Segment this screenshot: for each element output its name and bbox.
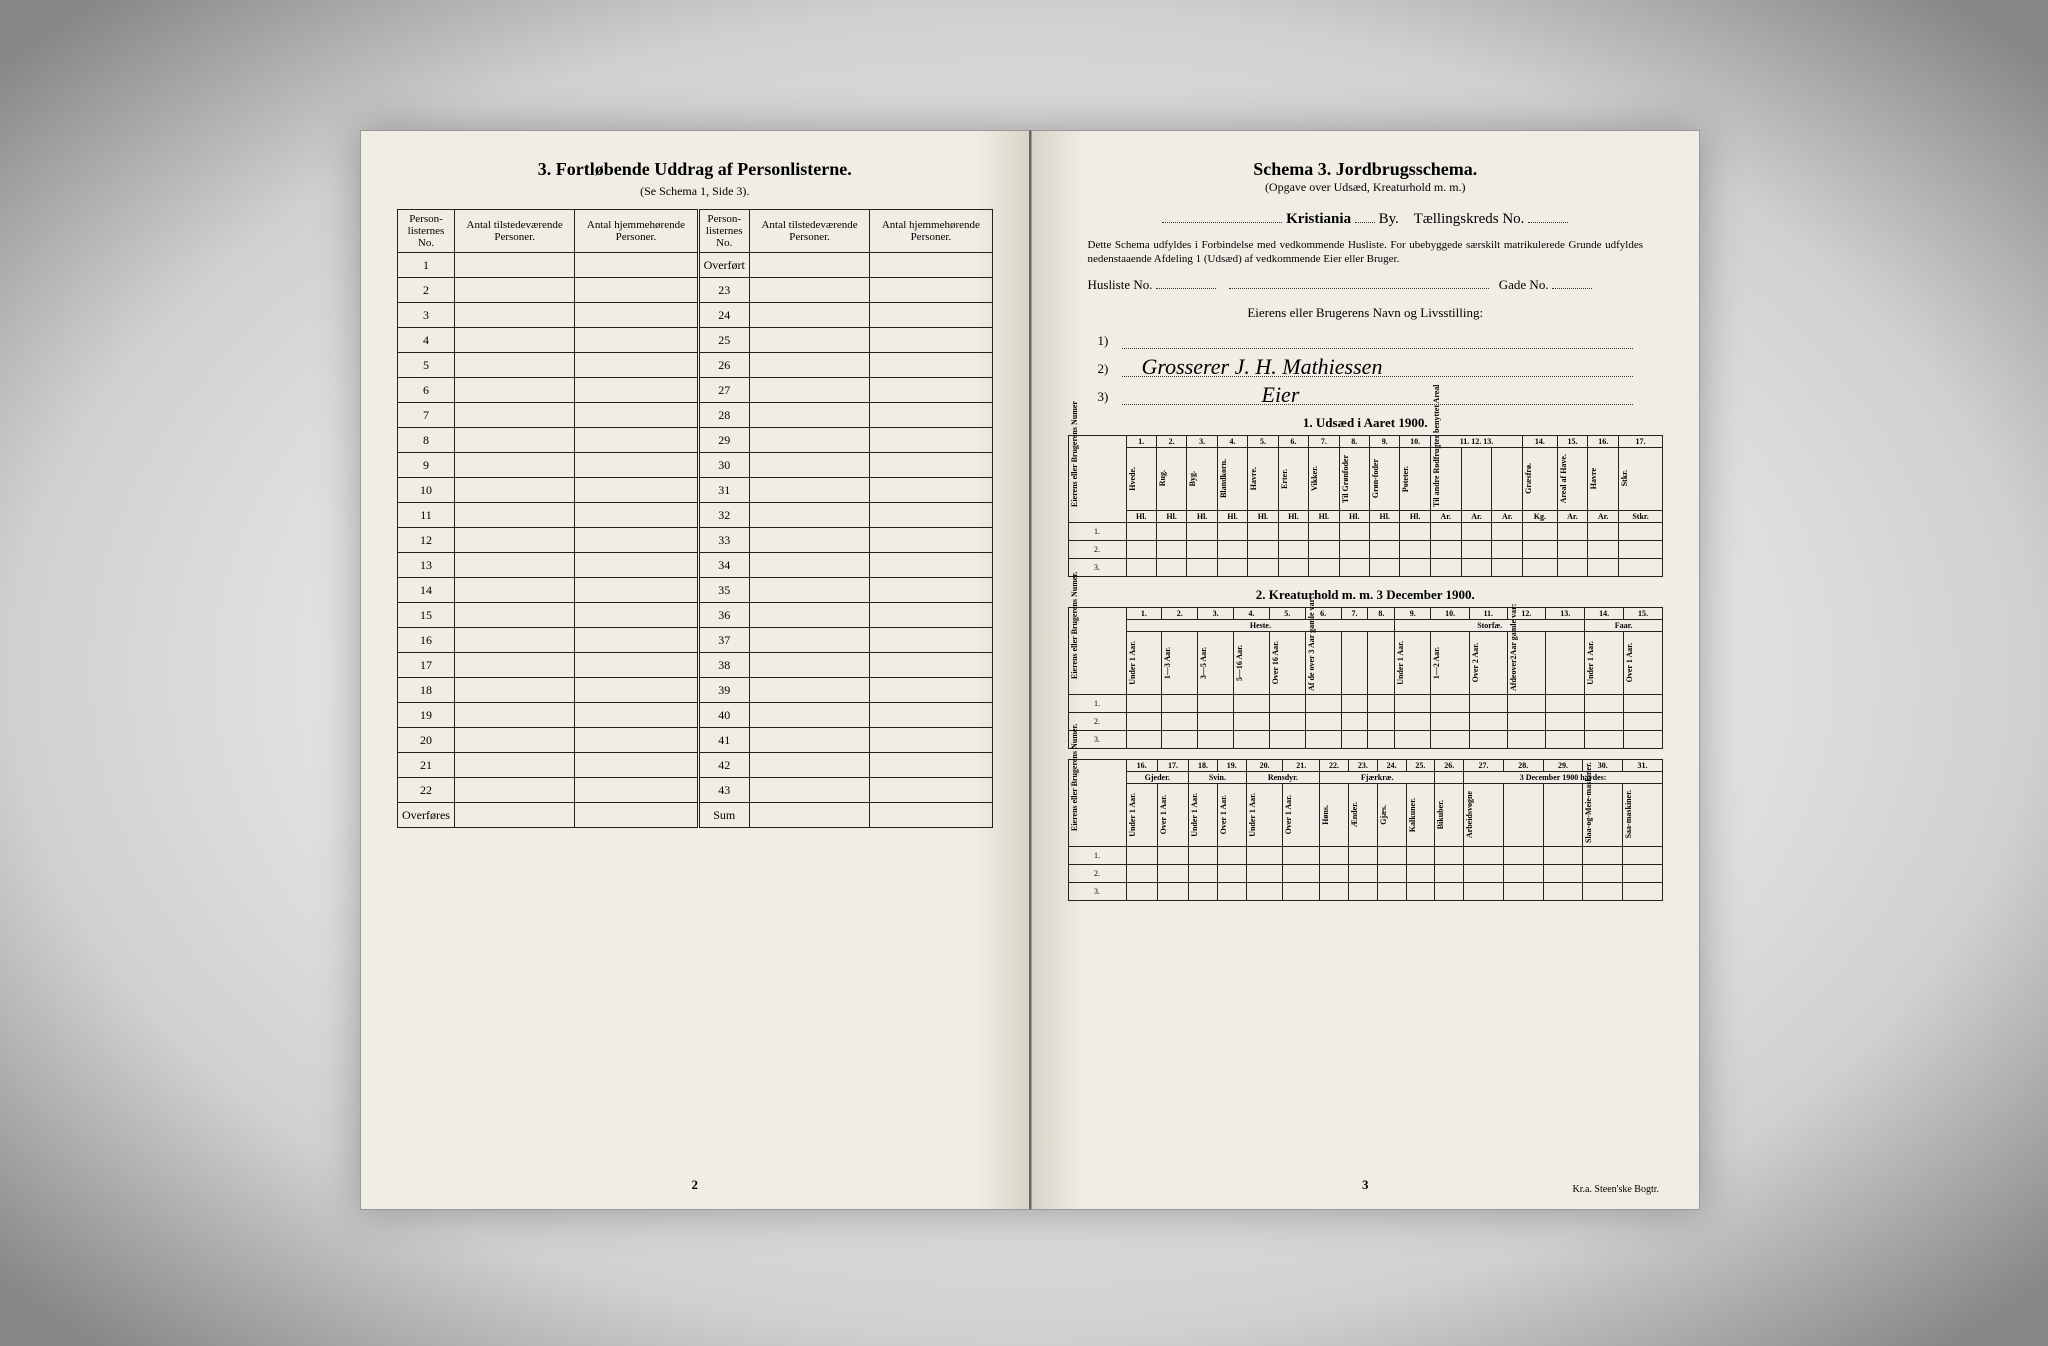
row-num-right: Sum bbox=[698, 803, 749, 828]
row-num-left: 18 bbox=[398, 678, 455, 703]
row-num-right: 32 bbox=[698, 503, 749, 528]
th-col5: Antal tilstedeværende Personer. bbox=[749, 210, 869, 253]
gade-label: Gade No. bbox=[1499, 277, 1549, 292]
row-num-left: 17 bbox=[398, 653, 455, 678]
row-num-left: 9 bbox=[398, 453, 455, 478]
row-num-right: 33 bbox=[698, 528, 749, 553]
kreds-label: Tællingskreds No. bbox=[1414, 211, 1525, 227]
row-num-left: 15 bbox=[398, 603, 455, 628]
person-table: Person-listernes No. Antal tilstedeværen… bbox=[397, 209, 993, 828]
row-num-left: 14 bbox=[398, 578, 455, 603]
row-num-right: 40 bbox=[698, 703, 749, 728]
udsad-table: Eierens eller Brugerens Numer 1.2.3.4.5.… bbox=[1068, 435, 1664, 577]
right-title: Schema 3. Jordbrugsschema. bbox=[1068, 159, 1664, 180]
row-num-left: 19 bbox=[398, 703, 455, 728]
row-num-left: 21 bbox=[398, 753, 455, 778]
row-num-left: 16 bbox=[398, 628, 455, 653]
row-num-right: 35 bbox=[698, 578, 749, 603]
owner-lines: 1) 2) Grosserer J. H. Mathiessen 3) Eier bbox=[1098, 327, 1634, 405]
row-num-left: 8 bbox=[398, 428, 455, 453]
section2-title: 2. Kreaturhold m. m. 3 December 1900. bbox=[1068, 587, 1664, 603]
group-rensdyr: Rensdyr. bbox=[1246, 771, 1319, 783]
row-num-right: 34 bbox=[698, 553, 749, 578]
th-col3: Antal hjemmehørende Personer. bbox=[575, 210, 698, 253]
group-havdes: 3 December 1900 havdes: bbox=[1464, 771, 1663, 783]
t1-rowlabel: Eierens eller Brugerens Numer bbox=[1070, 449, 1079, 509]
th-col4: Person-listernes No. bbox=[698, 210, 749, 253]
row-num-right: 23 bbox=[698, 278, 749, 303]
row-num-left: 4 bbox=[398, 328, 455, 353]
row-num-left: 20 bbox=[398, 728, 455, 753]
instruction-text: Dette Schema udfyldes i Forbindelse med … bbox=[1088, 238, 1644, 267]
city-line: Kristiania By. Tællingskreds No. bbox=[1068, 211, 1664, 228]
row-num-right: 39 bbox=[698, 678, 749, 703]
row-num-left: 5 bbox=[398, 353, 455, 378]
handwriting-3: Eier bbox=[1262, 382, 1300, 408]
group-fjerkre: Fjærkræ. bbox=[1320, 771, 1435, 783]
row-num-right: 27 bbox=[698, 378, 749, 403]
printer-credit: Kr.a. Steen'ske Bogtr. bbox=[1572, 1184, 1659, 1195]
row-num-right: 37 bbox=[698, 628, 749, 653]
row-num-right: 41 bbox=[698, 728, 749, 753]
handwriting-2: Grosserer J. H. Mathiessen bbox=[1142, 354, 1383, 380]
row-num-left: 1 bbox=[398, 253, 455, 278]
kreatur-table-a: Eierens eller Brugerens Numer. 1.2.3.4.5… bbox=[1068, 607, 1664, 749]
row-num-right: 26 bbox=[698, 353, 749, 378]
row-num-left: 7 bbox=[398, 403, 455, 428]
owner-num-2: 2) bbox=[1098, 361, 1122, 377]
kreatur-table-b: Eierens eller Brugerens Numer. 16.17.18.… bbox=[1068, 759, 1664, 901]
book-spread: 3. Fortløbende Uddrag af Personlisterne.… bbox=[360, 130, 1700, 1210]
left-title: 3. Fortløbende Uddrag af Personlisterne. bbox=[397, 159, 993, 180]
row-num-right: 43 bbox=[698, 778, 749, 803]
row-num-left: 11 bbox=[398, 503, 455, 528]
row-num-left: 22 bbox=[398, 778, 455, 803]
th-col2: Antal tilstedeværende Personer. bbox=[454, 210, 574, 253]
left-page: 3. Fortløbende Uddrag af Personlisterne.… bbox=[360, 130, 1031, 1210]
city-name: Kristiania bbox=[1286, 211, 1351, 227]
th-col1: Person-listernes No. bbox=[398, 210, 455, 253]
row-num-right: Overført bbox=[698, 253, 749, 278]
left-page-num: 2 bbox=[361, 1177, 1029, 1193]
owner-label: Eierens eller Brugerens Navn og Livsstil… bbox=[1068, 305, 1664, 321]
group-faar: Faar. bbox=[1585, 619, 1663, 631]
t2b-rowlabel: Eierens eller Brugerens Numer. bbox=[1070, 773, 1079, 833]
row-num-right: 42 bbox=[698, 753, 749, 778]
row-num-left: 13 bbox=[398, 553, 455, 578]
owner-num-1: 1) bbox=[1098, 333, 1122, 349]
group-storfe: Storfæ. bbox=[1395, 619, 1585, 631]
husliste-line: Husliste No. Gade No. bbox=[1088, 277, 1644, 293]
row-num-right: 38 bbox=[698, 653, 749, 678]
row-num-right: 28 bbox=[698, 403, 749, 428]
row-num-right: 36 bbox=[698, 603, 749, 628]
row-num-left: 10 bbox=[398, 478, 455, 503]
row-num-right: 30 bbox=[698, 453, 749, 478]
right-page: Schema 3. Jordbrugsschema. (Opgave over … bbox=[1031, 130, 1701, 1210]
row-num-right: 31 bbox=[698, 478, 749, 503]
th-col6: Antal hjemmehørende Personer. bbox=[870, 210, 992, 253]
group-heste: Heste. bbox=[1126, 619, 1395, 631]
husliste-label: Husliste No. bbox=[1088, 277, 1153, 292]
group-svin: Svin. bbox=[1189, 771, 1247, 783]
row-num-left: 12 bbox=[398, 528, 455, 553]
section1-title: 1. Udsæd i Aaret 1900. bbox=[1068, 415, 1664, 431]
right-subtitle: (Opgave over Udsæd, Kreaturhold m. m.) bbox=[1068, 180, 1664, 195]
row-num-left: 3 bbox=[398, 303, 455, 328]
row-num-right: 25 bbox=[698, 328, 749, 353]
group-gjeder: Gjeder. bbox=[1126, 771, 1189, 783]
row-num-right: 24 bbox=[698, 303, 749, 328]
left-subtitle: (Se Schema 1, Side 3). bbox=[397, 184, 993, 199]
owner-num-3: 3) bbox=[1098, 389, 1122, 405]
row-num-left: 2 bbox=[398, 278, 455, 303]
by-label: By. bbox=[1379, 211, 1399, 227]
t2a-rowlabel: Eierens eller Brugerens Numer. bbox=[1070, 621, 1079, 681]
row-num-left: Overføres bbox=[398, 803, 455, 828]
row-num-right: 29 bbox=[698, 428, 749, 453]
row-num-left: 6 bbox=[398, 378, 455, 403]
